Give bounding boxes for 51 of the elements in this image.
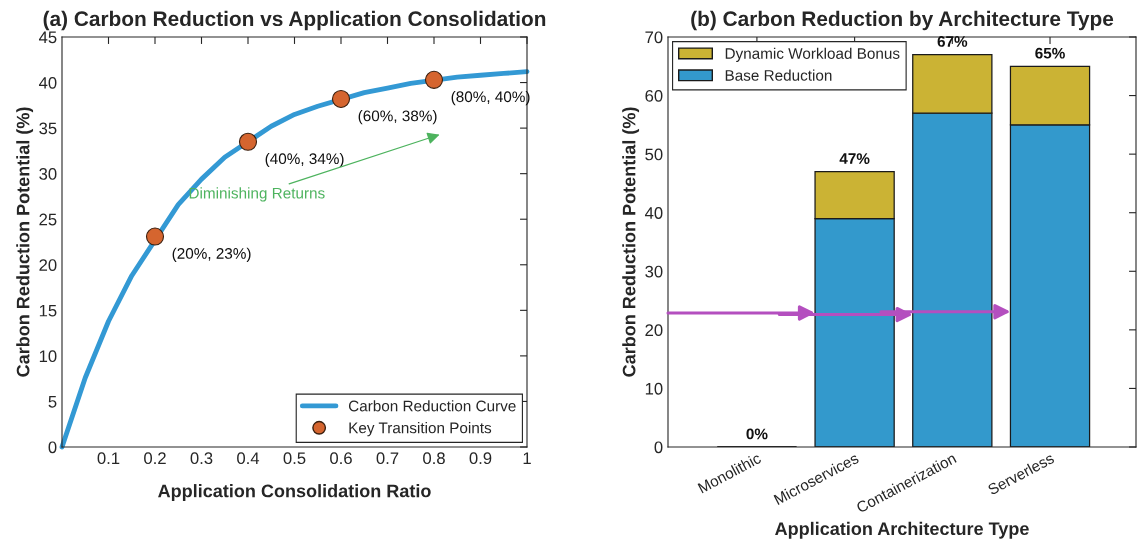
x-axis-title: Application Architecture Type	[775, 521, 1029, 539]
legend-label: Key Transition Points	[349, 422, 492, 437]
y-tick-label: 10	[39, 350, 57, 363]
x-tick-label: 1	[523, 452, 531, 464]
y-tick-label: 0	[654, 441, 663, 454]
x-axis-title: Application Consolidation Ratio	[158, 484, 431, 501]
point	[331, 89, 351, 109]
y-tick-label: 70	[645, 31, 663, 44]
y-tick-label: 35	[39, 122, 57, 135]
x-tick-label: 0.2	[144, 452, 166, 465]
point	[424, 70, 444, 89]
y-tick-label: 45	[38, 31, 57, 44]
point	[238, 132, 258, 151]
y-tick-label: 5	[48, 396, 57, 408]
annotation: (20%, 23%)	[172, 247, 251, 262]
x-tick-label: 0.7	[376, 452, 399, 465]
y-tick-label: 20	[645, 324, 663, 337]
total-label: 65%	[1035, 47, 1065, 59]
x-tick-label: 0.1	[97, 452, 120, 465]
point	[145, 227, 165, 246]
y-tick-label: 30	[645, 265, 663, 278]
y-tick-label: 15	[39, 304, 57, 317]
chart-title: (a) Carbon Reduction vs Application Consolidation	[43, 10, 546, 31]
x-tick-label: 0.6	[330, 452, 352, 465]
annotation: (80%, 40%)	[451, 90, 530, 106]
x-tick-label: 0.5	[283, 452, 306, 465]
x-tick-label: 0.9	[469, 452, 492, 465]
y-tick-label: 40	[38, 76, 57, 89]
total-label: 67%	[937, 36, 968, 47]
annotation: Diminishing Returns	[189, 187, 325, 202]
y-tick-label: 50	[645, 148, 663, 161]
annotation: (40%, 34%)	[265, 152, 344, 168]
y-tick-label: 25	[39, 213, 57, 226]
legend-label: Carbon Reduction Curve	[348, 400, 516, 412]
y-axis-title: Carbon Reduction Potential (%)	[16, 107, 34, 377]
annotation: (60%, 38%)	[358, 110, 437, 125]
y-axis-title: Carbon Reduction Potential (%)	[622, 107, 640, 377]
y-tick-label: 40	[644, 207, 663, 219]
y-tick-label: 0	[48, 441, 57, 454]
legend-label: Dynamic Workload Bonus	[725, 47, 900, 62]
total-label: 47%	[839, 153, 870, 164]
x-tick-label: 0.8	[423, 452, 445, 465]
total-label: 0%	[746, 428, 768, 440]
y-tick-label: 60	[645, 89, 663, 102]
x-tick-label: 0.4	[237, 452, 260, 465]
y-tick-label: 10	[645, 382, 663, 395]
y-tick-label: 30	[39, 168, 57, 180]
y-tick-label: 20	[39, 259, 57, 271]
x-tick-label: 0.3	[190, 452, 213, 465]
legend-label: Base Reduction	[725, 69, 832, 81]
chart-title: (b) Carbon Reduction by Architecture Type	[691, 10, 1114, 31]
